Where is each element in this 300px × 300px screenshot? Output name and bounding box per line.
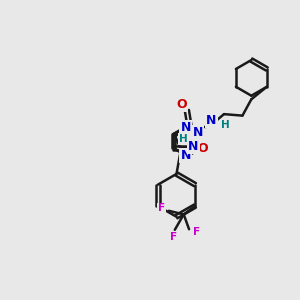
Text: F: F [170,232,177,242]
Text: N: N [181,149,191,162]
Text: O: O [176,98,187,111]
Text: O: O [197,142,208,154]
Text: N: N [181,121,191,134]
Text: N: N [188,140,199,153]
Text: N: N [193,126,203,139]
Text: N: N [206,114,217,127]
Text: F: F [158,203,165,213]
Text: N: N [181,121,191,134]
Text: H: H [221,120,230,130]
Text: F: F [193,226,200,237]
Text: H: H [179,134,188,144]
